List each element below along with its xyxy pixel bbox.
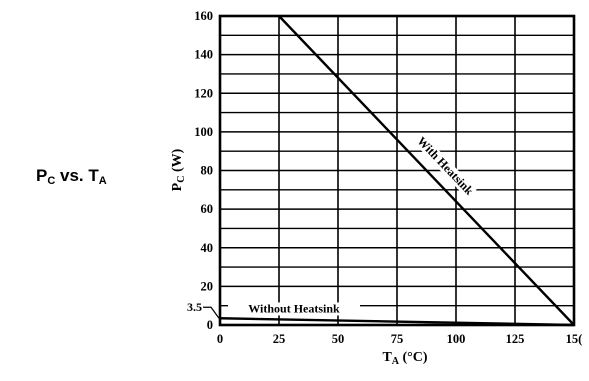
x-axis-label: TA (°C) — [382, 350, 427, 367]
series-label-bg-without-heatsink — [228, 302, 360, 316]
y-tick-label-120: 120 — [194, 86, 213, 100]
y-tick-label-160: 160 — [194, 9, 213, 23]
y-tick-label-60: 60 — [201, 202, 214, 216]
y-tick-label-140: 140 — [194, 48, 213, 62]
series-label-with-heatsink: With Heatsink — [415, 134, 477, 198]
title-main-sub: C — [47, 175, 56, 187]
x-tick-label-100: 100 — [447, 332, 466, 346]
annotation-leader-3-5 — [203, 306, 220, 319]
title-main: P — [36, 166, 48, 185]
title-vs: vs. T — [55, 166, 99, 185]
x-tick-label-125: 125 — [506, 332, 525, 346]
plot-frame-layer — [218, 14, 576, 327]
chart-side-title: PC vs. TA — [36, 166, 107, 187]
annotation-3-5: 3.5 — [187, 300, 202, 314]
y-tick-label-20: 20 — [201, 279, 214, 293]
plot-frame — [218, 14, 576, 327]
x-tick-label-50: 50 — [332, 332, 345, 346]
tick-labels: 0 20 40 60 80 100 120 140 160 0 25 50 75 100 125 15( — [194, 9, 582, 346]
y-tick-label-0: 0 — [207, 318, 213, 332]
x-tick-label-0: 0 — [217, 332, 223, 346]
title-vs-sub: A — [98, 175, 107, 187]
x-tick-label-150: 15( — [566, 332, 583, 346]
grid — [220, 16, 574, 325]
y-tick-label-80: 80 — [201, 164, 214, 178]
series-label-without-heatsink: Without Heatsink — [248, 301, 340, 315]
series-line-0 — [278, 15, 575, 326]
y-tick-label-100: 100 — [194, 125, 213, 139]
annotations: With Heatsink Without Heatsink 3.5 — [187, 133, 477, 319]
x-tick-label-75: 75 — [391, 332, 404, 346]
y-tick-label-40: 40 — [201, 241, 214, 255]
y-axis-label: PC (W) — [170, 148, 187, 191]
x-tick-label-25: 25 — [273, 332, 286, 346]
series-label-bg-with-heatsink — [413, 133, 477, 199]
